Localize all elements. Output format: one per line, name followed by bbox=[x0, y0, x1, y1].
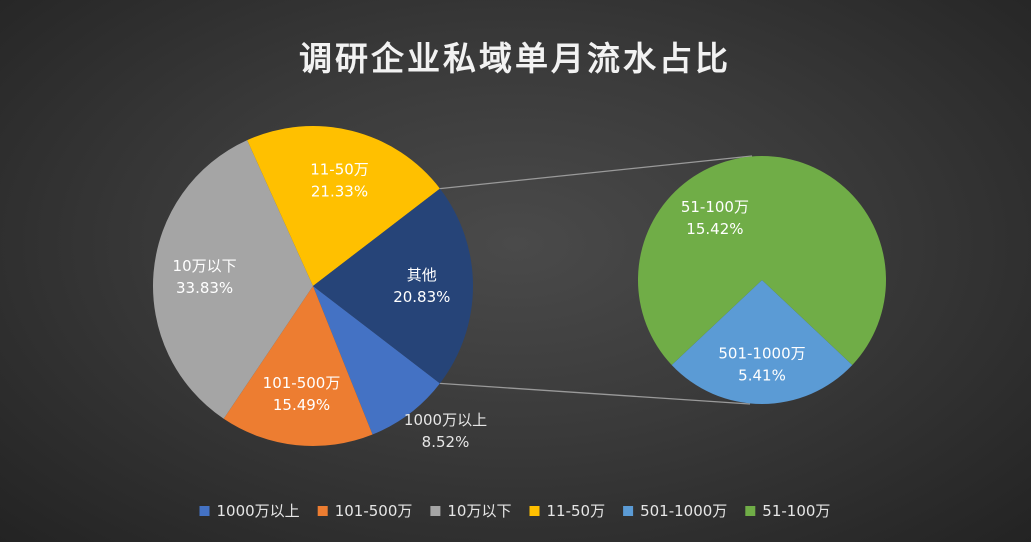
legend-swatch-1000w-plus bbox=[199, 506, 210, 516]
data-label-101-500w-name: 101-500万 bbox=[263, 374, 341, 392]
legend-label-10w-under: 10万以下 bbox=[447, 502, 511, 520]
legend-label-51-100w: 51-100万 bbox=[762, 502, 830, 520]
secondary-pie bbox=[638, 155, 886, 404]
data-label-51-100w-value: 15.42% bbox=[686, 220, 743, 238]
legend-label-101-500w: 101-500万 bbox=[335, 502, 413, 520]
data-label-501-1000w-name: 501-1000万 bbox=[718, 344, 805, 362]
data-label-1000w-plus-name: 1000万以上 bbox=[404, 411, 487, 429]
data-label-1000w-plus-value: 8.52% bbox=[422, 433, 470, 451]
data-label-101-500w-value: 15.49% bbox=[273, 396, 330, 414]
data-label-11-50w-value: 21.33% bbox=[311, 183, 368, 201]
legend-swatch-501-1000w bbox=[623, 506, 634, 516]
legend-label-11-50w: 11-50万 bbox=[547, 502, 606, 520]
data-label-10w-under-value: 33.83% bbox=[176, 279, 233, 297]
legend-label-1000w-plus: 1000万以上 bbox=[217, 502, 300, 520]
pie-slice-10w-under bbox=[152, 140, 313, 419]
connector-line-top bbox=[439, 155, 753, 190]
data-label-other-value: 20.83% bbox=[393, 288, 450, 306]
pie-slice-1000w-plus bbox=[313, 286, 440, 435]
data-label-other-name: 其他 bbox=[407, 266, 437, 284]
data-label-10w-under-name: 10万以下 bbox=[173, 257, 237, 275]
data-label-501-1000w-value: 5.41% bbox=[738, 366, 786, 384]
secondary-slice-51-100w bbox=[638, 155, 886, 365]
legend-label-501-1000w: 501-1000万 bbox=[640, 502, 727, 520]
legend: 1000万以上 101-500万 10万以下 11-50万 501-1000万 51-10… bbox=[199, 502, 830, 520]
secondary-slice-501-1000w bbox=[671, 280, 853, 404]
pie-slice-101-500w bbox=[223, 286, 373, 447]
data-label-51-100w-name: 51-100万 bbox=[681, 198, 749, 216]
main-pie bbox=[152, 125, 474, 447]
data-label-11-50w-name: 11-50万 bbox=[310, 161, 369, 179]
data-labels: 1000万以上 8.52% 101-500万 15.49% 10万以下 33.83% 11-… bbox=[173, 161, 806, 452]
pie-slice-other bbox=[313, 188, 474, 384]
legend-swatch-10w-under bbox=[430, 506, 441, 516]
connector-line-bottom bbox=[439, 382, 751, 405]
legend-swatch-11-50w bbox=[529, 506, 540, 516]
pie-slice-11-50w bbox=[247, 125, 440, 287]
connector-lines bbox=[439, 155, 753, 405]
legend-swatch-101-500w bbox=[317, 506, 328, 516]
legend-swatch-51-100w bbox=[745, 506, 756, 516]
chart-title: 调研企业私域单月流水占比 bbox=[299, 39, 731, 78]
